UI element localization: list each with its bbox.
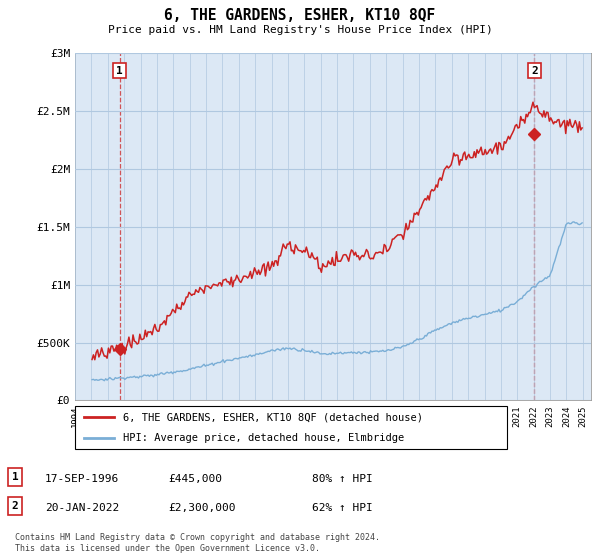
Text: 2: 2: [11, 501, 19, 511]
Text: 80% ↑ HPI: 80% ↑ HPI: [312, 474, 373, 484]
Text: HPI: Average price, detached house, Elmbridge: HPI: Average price, detached house, Elmb…: [122, 433, 404, 443]
Text: 2: 2: [531, 66, 538, 76]
Bar: [75, 53, 591, 400]
Bar: [75, 53, 591, 400]
Text: 1: 1: [11, 472, 19, 482]
Text: 62% ↑ HPI: 62% ↑ HPI: [312, 503, 373, 513]
FancyBboxPatch shape: [75, 406, 507, 449]
Text: Contains HM Land Registry data © Crown copyright and database right 2024.
This d: Contains HM Land Registry data © Crown c…: [15, 533, 380, 553]
Text: £2,300,000: £2,300,000: [168, 503, 236, 513]
Text: 6, THE GARDENS, ESHER, KT10 8QF (detached house): 6, THE GARDENS, ESHER, KT10 8QF (detache…: [122, 412, 422, 422]
Text: £445,000: £445,000: [168, 474, 222, 484]
Text: 17-SEP-1996: 17-SEP-1996: [45, 474, 119, 484]
Text: 20-JAN-2022: 20-JAN-2022: [45, 503, 119, 513]
Text: 1: 1: [116, 66, 123, 76]
Text: Price paid vs. HM Land Registry's House Price Index (HPI): Price paid vs. HM Land Registry's House …: [107, 25, 493, 35]
Text: 6, THE GARDENS, ESHER, KT10 8QF: 6, THE GARDENS, ESHER, KT10 8QF: [164, 8, 436, 24]
